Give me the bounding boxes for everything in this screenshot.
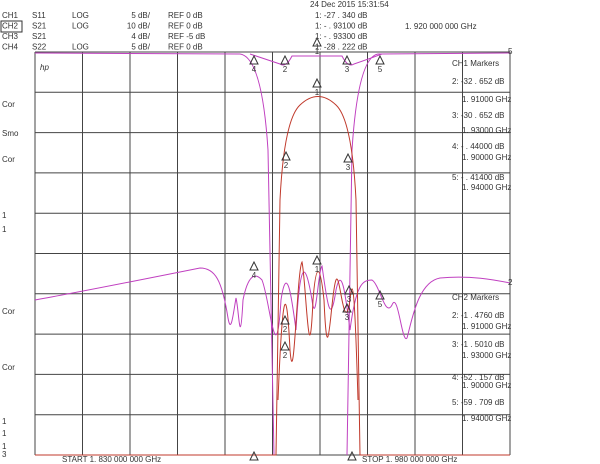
marker-triangle [312,254,322,265]
marker-readout: 4: -52 . 157 dB [452,373,504,382]
marker-readout: 3: -30 . 652 dB [452,111,504,120]
channel-field: 1: - . 93300 dB [315,32,367,41]
channel-field: CH2 [2,22,19,31]
marker-readout: 5: -59 . 709 dB [452,398,504,407]
left-annotation: Cor [2,100,15,109]
marker-triangle [312,36,322,47]
marker-triangle [347,450,357,461]
start-frequency: START 1. 830 000 000 GHz [62,455,161,464]
left-annotation: hp [40,63,49,72]
marker-number: 3 [345,65,350,74]
stop-frequency: STOP 1. 980 000 000 GHz [362,455,457,464]
channel-field: 5 dB/ [131,43,150,52]
marker-number: 2 [284,161,289,170]
reference-mark: 2 [508,278,513,287]
marker-readout: 1. 91000 GHz [462,322,511,331]
marker-readout: 1. 93000 GHz [462,351,511,360]
s21-narrow-trace [34,52,511,456]
marker-triangle [280,340,290,351]
marker-triangle [280,54,290,65]
left-annotation: Cor [2,307,15,316]
marker-readout: 5: - . 41400 dB [452,173,504,182]
channel-field: LOG [72,22,89,31]
s22-trace [277,260,359,401]
marker-triangle [249,54,259,65]
marker-triangle [249,450,259,461]
marker-number: 1 [315,47,320,56]
marker-readout: 1. 94000 GHz [462,414,511,423]
channel-field: 1: -27 . 340 dB [315,11,367,20]
marker-readout: 1. 94000 GHz [462,183,511,192]
marker-triangle [249,260,259,271]
channel-field: S11 [32,11,46,20]
channel-field: REF -5 dB [168,32,205,41]
marker-readout: 1. 90000 GHz [462,381,511,390]
marker-triangle [342,54,352,65]
channel-field: REF 0 dB [168,11,203,20]
marker-readout: 3: -1 . 5010 dB [452,340,504,349]
channel-field: CH3 [2,32,19,41]
channel-field: CH1 [2,11,19,20]
left-annotation: 1 [2,429,7,438]
s21-trace [35,96,510,456]
active-channel-box [0,20,23,33]
marker-triangle [344,284,354,295]
channel-field: 1: - . 93100 dB [315,22,367,31]
marker-number: 2 [283,351,288,360]
marker-readout: 1. 93000 GHz [462,126,511,135]
marker-readout: 4: - . 44000 dB [452,142,504,151]
marker-number: 3 [347,295,352,304]
marker-triangle [312,77,322,88]
channel-field: CH4 [2,43,19,52]
marker-number: 1 [315,265,320,274]
marker-readout: 2: -32 . 652 dB [452,77,504,86]
marker-triangle [375,54,385,65]
left-annotation: 1 [2,225,7,234]
left-annotation: 3 [2,450,7,459]
channel-field: LOG [72,43,89,52]
marker-triangle [280,314,290,325]
marker-number: 3 [346,163,351,172]
left-annotation: 1 [2,417,7,426]
marker-number: 3 [345,313,350,322]
marker-triangle [342,302,352,313]
marker-readout: 2: -1 . 4760 dB [452,311,504,320]
channel-field: S21 [32,32,47,41]
channel-field: 10 dB/ [127,22,151,31]
left-annotation: 1 [2,442,7,451]
marker-number: 1 [315,88,320,97]
marker-number: 5 [378,300,383,309]
marker-number: 4 [252,271,257,280]
channel-field: 1: -28 . 222 dB [315,43,367,52]
left-annotation: 1 [2,211,7,220]
marker-number: 5 [378,65,383,74]
channel-field: REF 0 dB [168,43,203,52]
channel-field: S22 [32,43,47,52]
date: 24 Dec 2015 15:31:54 [310,0,389,9]
channel-field: REF 0 dB [168,22,203,31]
channel-field: LOG [72,11,89,20]
reference-mark: 5 [508,47,513,56]
marker-triangle [281,150,291,161]
marker-frequency: 1. 920 000 000 GHz [405,22,477,31]
channel-field: 4 dB/ [131,32,150,41]
marker-number: 4 [252,65,257,74]
marker-triangle [375,289,385,300]
marker-number: 2 [283,65,288,74]
left-annotation: Smo [2,129,19,138]
left-annotation: Cor [2,155,15,164]
channel-field: 5 dB/ [131,11,150,20]
ch2-markers-title: CH2 Markers [452,293,499,302]
marker-readout: 1. 90000 GHz [462,153,511,162]
channel-field: S21 [32,22,47,31]
s11-trace [34,264,511,339]
ch1-markers-title: CH1 Markers [452,59,499,68]
marker-triangle [343,152,353,163]
left-annotation: Cor [2,363,15,372]
marker-number: 2 [283,325,288,334]
marker-readout: 1. 91000 GHz [462,95,511,104]
